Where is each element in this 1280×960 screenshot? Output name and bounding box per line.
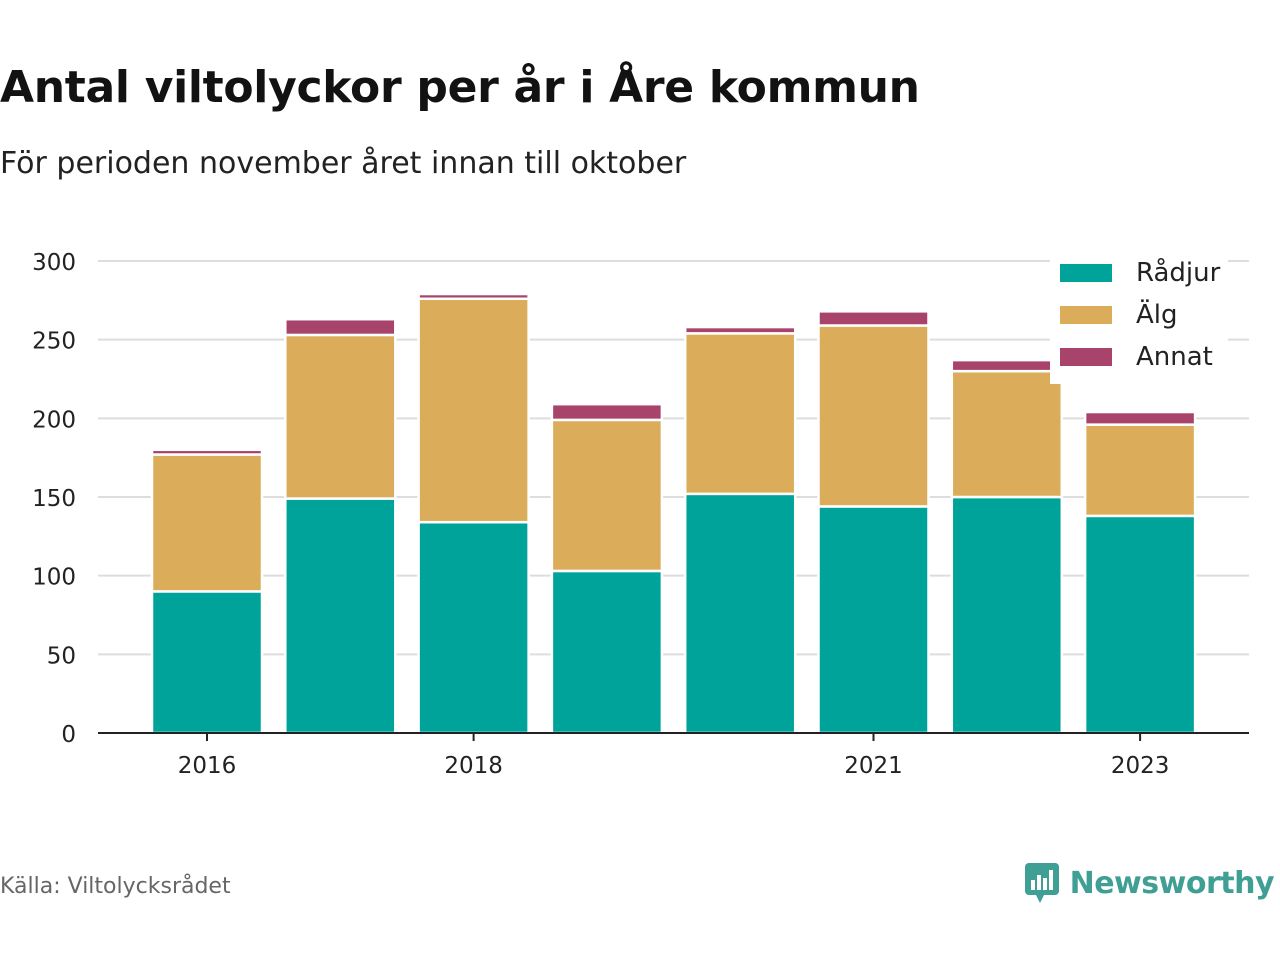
y-tick-label: 300: [32, 250, 76, 276]
bar-segment-rådjur-2019: [550, 569, 664, 735]
legend: Rådjur Älg Annat: [1050, 248, 1228, 384]
bar-segment-rådjur-2017: [284, 497, 397, 735]
bar-segment-älg-2021: [817, 324, 930, 508]
bar-segment-älg-2023: [1083, 423, 1197, 518]
bar-segment-älg-2016: [150, 453, 264, 593]
newsworthy-logo: Newsworthy: [1024, 862, 1275, 904]
bar-segment-annat-2017: [284, 317, 397, 337]
bar-segment-annat-2016: [150, 448, 264, 456]
bar-segment-rådjur-2022: [950, 495, 1064, 735]
bar-segment-rådjur-2018: [417, 520, 530, 735]
bar-segment-annat-2023: [1083, 410, 1197, 426]
chart-title: Antal viltolyckor per år i Åre kommun: [0, 62, 920, 113]
legend-item-radjur: Rådjur: [1050, 252, 1228, 294]
legend-label-annat: Annat: [1136, 342, 1213, 372]
y-tick-label: 100: [32, 565, 76, 591]
legend-swatch-radjur: [1060, 264, 1112, 282]
bar-segment-rådjur-2020: [683, 492, 797, 735]
bar-segment-älg-2018: [417, 297, 530, 524]
x-tick-label: 2016: [178, 753, 237, 779]
x-tick-label: 2018: [444, 753, 503, 779]
bar-segment-annat-2022: [950, 358, 1064, 373]
x-tick-label: 2021: [844, 753, 903, 779]
bars: [150, 292, 1197, 735]
bar-segment-älg-2022: [950, 369, 1064, 499]
bar-segment-älg-2017: [284, 333, 397, 500]
bar-segment-älg-2019: [550, 418, 664, 573]
legend-item-annat: Annat: [1050, 336, 1228, 378]
bar-segment-annat-2018: [417, 292, 530, 301]
y-tick-label: 50: [47, 643, 76, 669]
y-tick-label: 250: [32, 329, 76, 355]
legend-item-alg: Älg: [1050, 294, 1228, 336]
chart-subtitle: För perioden november året innan till ok…: [0, 146, 687, 181]
bar-segment-rådjur-2016: [150, 590, 264, 735]
bar-segment-rådjur-2021: [817, 505, 930, 735]
legend-swatch-alg: [1060, 306, 1112, 324]
bar-segment-annat-2019: [550, 402, 664, 422]
x-tick-label: 2023: [1111, 753, 1170, 779]
y-tick-label: 200: [32, 407, 76, 433]
x-axis-ticks: 2016 2018 2021 2023: [178, 733, 1170, 779]
legend-swatch-annat: [1060, 348, 1112, 366]
bar-segment-älg-2020: [683, 332, 797, 496]
bar-segment-annat-2021: [817, 310, 930, 327]
legend-label-alg: Älg: [1136, 300, 1178, 330]
source-note: Källa: Viltolycksrådet: [0, 874, 231, 899]
newsworthy-chart-icon: [1024, 863, 1059, 903]
legend-label-radjur: Rådjur: [1136, 258, 1221, 288]
bar-segment-rådjur-2023: [1083, 514, 1197, 735]
y-tick-label: 150: [32, 486, 76, 512]
bar-segment-annat-2020: [683, 325, 797, 335]
brand-name: Newsworthy: [1069, 865, 1275, 901]
y-tick-label: 0: [61, 722, 76, 748]
y-axis-ticks: 0 50 100 150 200 250 300: [32, 250, 76, 748]
